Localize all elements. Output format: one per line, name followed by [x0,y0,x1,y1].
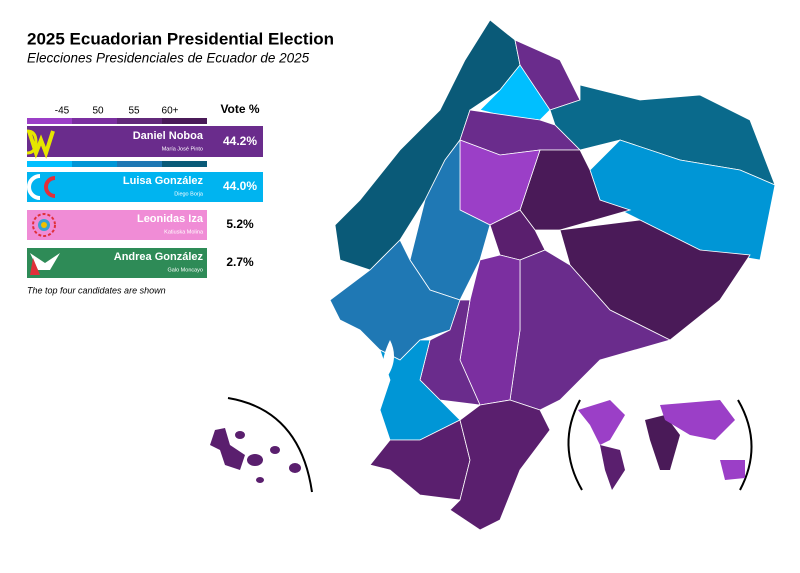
candidate-box [27,210,207,240]
vote-share: 44.2% [223,134,257,148]
candidate-name: Leonidas Iza [137,213,204,225]
blue-scale [27,161,207,167]
logo [27,174,56,200]
logo [26,128,67,160]
scale-label: 60+ [162,106,179,117]
running-mate: Katiuska Molina [164,229,204,235]
scale-label: -45 [55,106,70,117]
running-mate: Galo Moncayo [168,267,203,273]
subtitle: Elecciones Presidenciales de Ecuador de … [27,51,310,66]
running-mate: María José Pinto [162,146,203,152]
vote-header: Vote % [220,102,259,116]
vote-share: 2.7% [226,255,254,269]
logo [30,253,60,275]
purple-scale [27,118,207,124]
candidate-box [27,248,207,278]
vote-share: 44.0% [223,179,257,193]
gulf [382,340,394,380]
scale-label: 50 [92,106,104,117]
candidate-name: Andrea González [114,251,204,263]
map [329,19,776,531]
inset-border [227,397,313,493]
running-mate: Diego Borja [174,191,204,197]
scale-label: 55 [128,106,140,117]
province [379,339,461,441]
candidate-name: Daniel Noboa [133,130,204,142]
province [449,399,551,531]
province [409,138,491,301]
world-inset [567,399,753,491]
footnote: The top four candidates are shown [27,285,166,295]
galapagos [210,428,301,483]
title: 2025 Ecuadorian Presidential Election [27,29,334,48]
logo [32,213,56,237]
candidate-name: Luisa González [123,175,204,187]
vote-share: 5.2% [226,217,254,231]
candidate-box [27,172,263,202]
